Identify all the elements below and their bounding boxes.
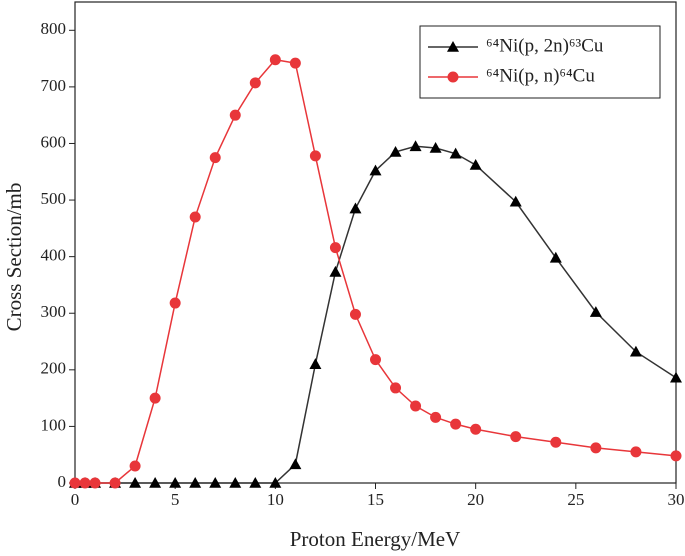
- y-tick-label: 400: [41, 246, 67, 265]
- data-point: [209, 477, 222, 488]
- data-point: [109, 477, 121, 489]
- data-point: [329, 242, 341, 254]
- data-point: [289, 57, 301, 69]
- x-tick-label: 15: [367, 490, 384, 509]
- y-tick-label: 0: [58, 472, 67, 491]
- data-point: [550, 436, 562, 448]
- data-point: [447, 41, 459, 52]
- data-point: [449, 147, 462, 159]
- data-point: [469, 158, 482, 170]
- data-point: [549, 251, 562, 263]
- data-point: [329, 265, 342, 277]
- x-tick-label: 0: [71, 490, 80, 509]
- data-point: [189, 477, 202, 488]
- data-point: [129, 477, 142, 488]
- data-point: [349, 202, 362, 214]
- data-point: [389, 145, 402, 157]
- data-point: [89, 477, 101, 489]
- y-tick-label: 500: [41, 189, 67, 208]
- data-point: [289, 458, 302, 470]
- data-point: [390, 382, 402, 394]
- data-point: [430, 411, 442, 423]
- data-point: [149, 477, 162, 488]
- x-tick-label: 25: [567, 490, 584, 509]
- data-point: [509, 195, 522, 207]
- y-tick-label: 800: [41, 19, 67, 38]
- x-tick-label: 5: [171, 490, 180, 509]
- y-tick-label: 300: [41, 302, 67, 321]
- x-tick-label: 30: [668, 490, 685, 509]
- data-point: [149, 392, 161, 404]
- data-point: [589, 306, 602, 317]
- data-point: [69, 477, 81, 489]
- x-tick-label: 10: [267, 490, 284, 509]
- data-point: [169, 477, 182, 488]
- series-line: [75, 145, 677, 484]
- data-point: [169, 297, 181, 309]
- legend-text: ⁶⁴Ni(p, n)⁶⁴Cu: [486, 65, 595, 86]
- series-line: [75, 58, 677, 484]
- data-point: [429, 141, 442, 153]
- y-tick-label: 700: [41, 76, 67, 95]
- data-point: [410, 400, 422, 412]
- data-point: [229, 477, 242, 488]
- data-point: [670, 450, 682, 462]
- data-point: [309, 150, 321, 162]
- y-tick-label: 600: [41, 132, 67, 151]
- data-point: [79, 477, 91, 489]
- data-point: [470, 423, 482, 435]
- data-point: [229, 109, 241, 121]
- data-point: [269, 477, 282, 488]
- data-point: [309, 358, 322, 369]
- data-point: [670, 371, 682, 383]
- legend-box: [419, 25, 661, 99]
- data-point: [209, 152, 221, 164]
- data-point: [189, 211, 201, 223]
- legend-text: ⁶⁴Ni(p, 2n)⁶³Cu: [486, 35, 604, 56]
- data-point: [129, 460, 141, 472]
- data-point: [510, 431, 522, 443]
- y-tick-label: 200: [41, 359, 67, 378]
- x-axis-title: Proton Energy/MeV: [290, 527, 461, 551]
- data-point: [269, 54, 281, 66]
- data-point: [249, 77, 261, 89]
- data-point: [409, 140, 422, 152]
- data-point: [447, 71, 459, 83]
- data-point: [370, 354, 381, 366]
- data-point: [450, 418, 462, 430]
- data-point: [249, 477, 262, 488]
- data-point: [630, 446, 642, 458]
- data-point: [369, 164, 382, 176]
- x-tick-label: 20: [467, 490, 484, 509]
- data-point: [629, 345, 642, 357]
- y-tick-label: 100: [41, 415, 67, 434]
- y-axis-title: Cross Section/mb: [2, 183, 26, 332]
- data-point: [590, 442, 602, 454]
- data-point: [349, 308, 361, 320]
